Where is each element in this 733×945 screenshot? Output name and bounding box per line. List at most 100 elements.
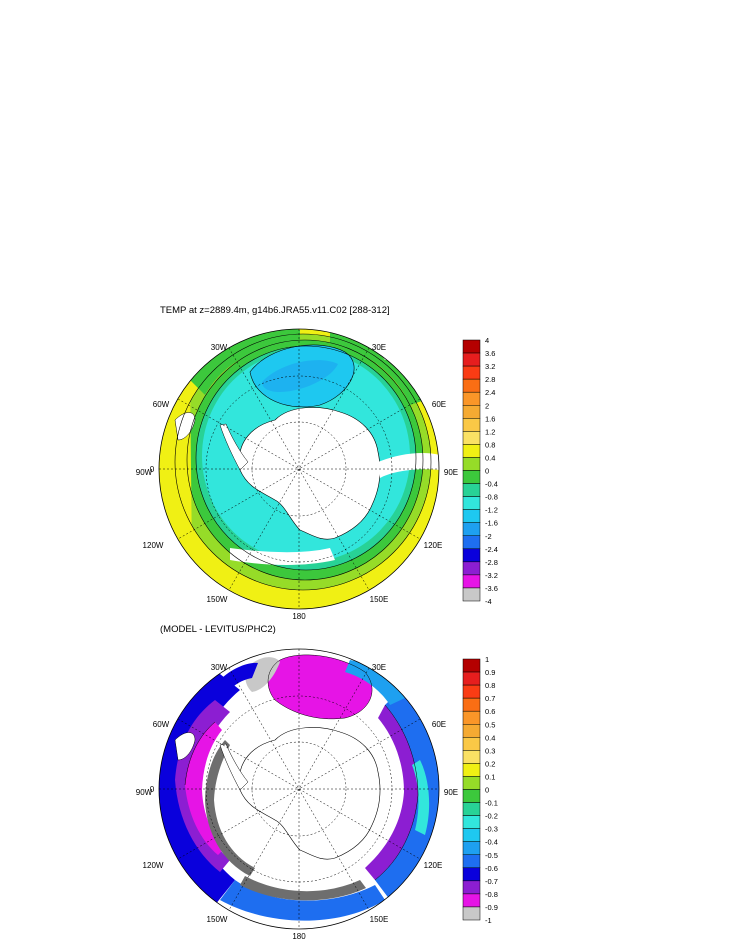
colorbar-label: 1.6 — [485, 414, 495, 423]
colorbar-label: 2 — [485, 401, 489, 410]
colorbar-label: 0.8 — [485, 681, 495, 690]
colorbar-label: 0.3 — [485, 746, 495, 755]
longitude-label: 0 — [150, 465, 155, 474]
map-border — [158, 328, 440, 610]
colorbar-swatch — [462, 496, 481, 510]
colorbar-label: 0.1 — [485, 772, 495, 781]
longitude-label: 180 — [292, 932, 306, 941]
colorbar-swatch — [462, 684, 481, 699]
colorbar-label: 1 — [485, 655, 489, 664]
colorbar-label: 2.4 — [485, 388, 495, 397]
colorbar-label: -3.2 — [485, 571, 498, 580]
colorbar-label: 0 — [485, 786, 489, 795]
longitude-label: 120W — [143, 861, 164, 870]
colorbar-label: -0.3 — [485, 825, 498, 834]
colorbar-swatch — [462, 724, 481, 738]
colorbar-swatch — [462, 697, 481, 712]
colorbar-swatch — [462, 470, 481, 484]
colorbar-swatch — [462, 789, 481, 803]
colorbar-label: -0.8 — [485, 890, 498, 899]
longitude-label: 60E — [432, 400, 446, 409]
temperature-map — [158, 328, 440, 610]
colorbar-swatch — [462, 574, 481, 589]
longitude-label: 60E — [432, 720, 446, 729]
colorbar-label: -1.2 — [485, 506, 498, 515]
colorbar-swatch — [462, 841, 481, 856]
colorbar-label: -3.6 — [485, 584, 498, 593]
colorbar-swatch — [462, 391, 481, 406]
colorbar-swatch — [462, 483, 481, 497]
colorbar-swatch — [462, 906, 481, 921]
colorbar-swatch — [462, 587, 481, 602]
longitude-label: 30E — [372, 663, 386, 672]
colorbar-label: -0.6 — [485, 864, 498, 873]
colorbar-swatch — [462, 339, 481, 354]
colorbar-label: -0.5 — [485, 851, 498, 860]
colorbar-swatch — [462, 535, 481, 550]
colorbar-swatch — [462, 828, 481, 842]
colorbar-label: -0.4 — [485, 838, 498, 847]
longitude-label: 60W — [153, 720, 170, 729]
colorbar-label: -0.8 — [485, 493, 498, 502]
colorbar-label: 2.8 — [485, 375, 495, 384]
colorbar-swatch — [462, 431, 481, 445]
colorbar-swatch — [462, 457, 481, 471]
longitude-label: 120W — [143, 541, 164, 550]
longitude-label: 180 — [292, 612, 306, 621]
panel-2-title: (MODEL - LEVITUS/PHC2) — [160, 624, 276, 635]
colorbar-label: -0.2 — [485, 812, 498, 821]
longitude-label: 0 — [150, 785, 155, 794]
colorbar-label: -2.8 — [485, 558, 498, 567]
longitude-label: 30W — [211, 663, 228, 672]
longitude-label: 60W — [153, 400, 170, 409]
colorbar-swatch — [462, 418, 481, 432]
longitude-label: 90W — [136, 788, 153, 797]
colorbar-swatch — [462, 352, 481, 367]
colorbar-label: -0.4 — [485, 480, 498, 489]
colorbar-swatch — [462, 671, 481, 686]
colorbar-label: -1 — [485, 916, 492, 925]
colorbar-label: 0.4 — [485, 733, 495, 742]
colorbar-label: -4 — [485, 597, 492, 606]
longitude-label: 150E — [370, 915, 389, 924]
graticule — [159, 329, 439, 609]
colorbar-swatch — [462, 763, 481, 777]
colorbar-label: 1.2 — [485, 427, 495, 436]
longitude-label: 150W — [207, 595, 228, 604]
colorbar-swatch — [462, 802, 481, 816]
colorbar-swatch — [462, 854, 481, 869]
colorbar-label: 0.7 — [485, 694, 495, 703]
difference-map — [158, 648, 440, 930]
colorbar-label: 0.8 — [485, 440, 495, 449]
colorbar-swatch — [462, 405, 481, 419]
colorbar-label: 0.5 — [485, 720, 495, 729]
colorbar-swatch — [462, 867, 481, 882]
longitude-label: 150E — [370, 595, 389, 604]
colorbar-label: 0.4 — [485, 453, 495, 462]
longitude-label: 30E — [372, 343, 386, 352]
colorbar-swatch — [462, 522, 481, 537]
map-border-2 — [158, 648, 440, 930]
colorbar-label: 0.6 — [485, 707, 495, 716]
longitude-label: 120E — [424, 861, 443, 870]
colorbar-label: 3.2 — [485, 362, 495, 371]
colorbar-label: -0.7 — [485, 877, 498, 886]
longitude-label: 150W — [207, 915, 228, 924]
panel-1-title: TEMP at z=2889.4m, g14b6.JRA55.v11.C02 [… — [160, 305, 390, 316]
colorbar-swatch — [462, 365, 481, 380]
colorbar-label: -0.9 — [485, 903, 498, 912]
colorbar-label: -2.4 — [485, 545, 498, 554]
colorbar-label: 4 — [485, 336, 489, 345]
longitude-label: 30W — [211, 343, 228, 352]
colorbar-swatch — [462, 378, 481, 393]
colorbar-swatch — [462, 658, 481, 673]
colorbar-label: 3.6 — [485, 349, 495, 358]
colorbar-swatch — [462, 815, 481, 829]
colorbar-swatch — [462, 737, 481, 751]
colorbar-swatch — [462, 548, 481, 563]
colorbar-label: 0.9 — [485, 668, 495, 677]
colorbar-swatch — [462, 750, 481, 764]
colorbar-swatch — [462, 444, 481, 458]
colorbar-label: 0.2 — [485, 759, 495, 768]
